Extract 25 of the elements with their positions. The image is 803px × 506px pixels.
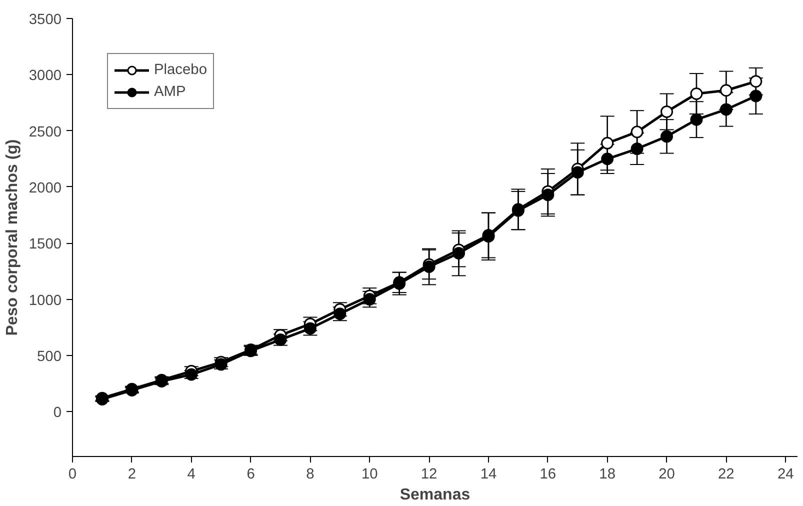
x-tick-label: 18	[599, 466, 616, 482]
x-axis-title: Semanas	[400, 486, 470, 504]
x-tick-label: 10	[361, 466, 378, 482]
x-tick-label: 8	[306, 466, 314, 482]
y-tick-label: 1500	[28, 236, 62, 253]
y-tick-label: 3000	[28, 68, 62, 84]
x-tick-label: 4	[187, 466, 196, 482]
y-tick-label: 2000	[28, 180, 62, 196]
x-tick-label: 2	[128, 466, 136, 482]
x-tick-label: 24	[777, 466, 794, 482]
y-tick-label: 0	[53, 405, 62, 422]
x-tick-label: 14	[480, 466, 497, 482]
x-tick-label: 12	[420, 466, 438, 482]
y-axis-title: Peso corporal machos (g)	[4, 139, 21, 336]
y-tick-label: 3500	[28, 12, 62, 28]
x-tick-label: 16	[540, 466, 556, 482]
legend-label: Placebo	[154, 62, 207, 78]
x-tick-label: 6	[246, 466, 255, 482]
x-tick-label: 0	[68, 466, 77, 482]
legend-label: AMP	[154, 84, 186, 100]
y-tick-label: 500	[37, 348, 62, 365]
x-tick-label: 22	[718, 466, 734, 482]
x-tick-label: 20	[658, 466, 675, 482]
y-tick-label: 1000	[28, 292, 62, 309]
y-tick-label: 2500	[28, 124, 62, 140]
